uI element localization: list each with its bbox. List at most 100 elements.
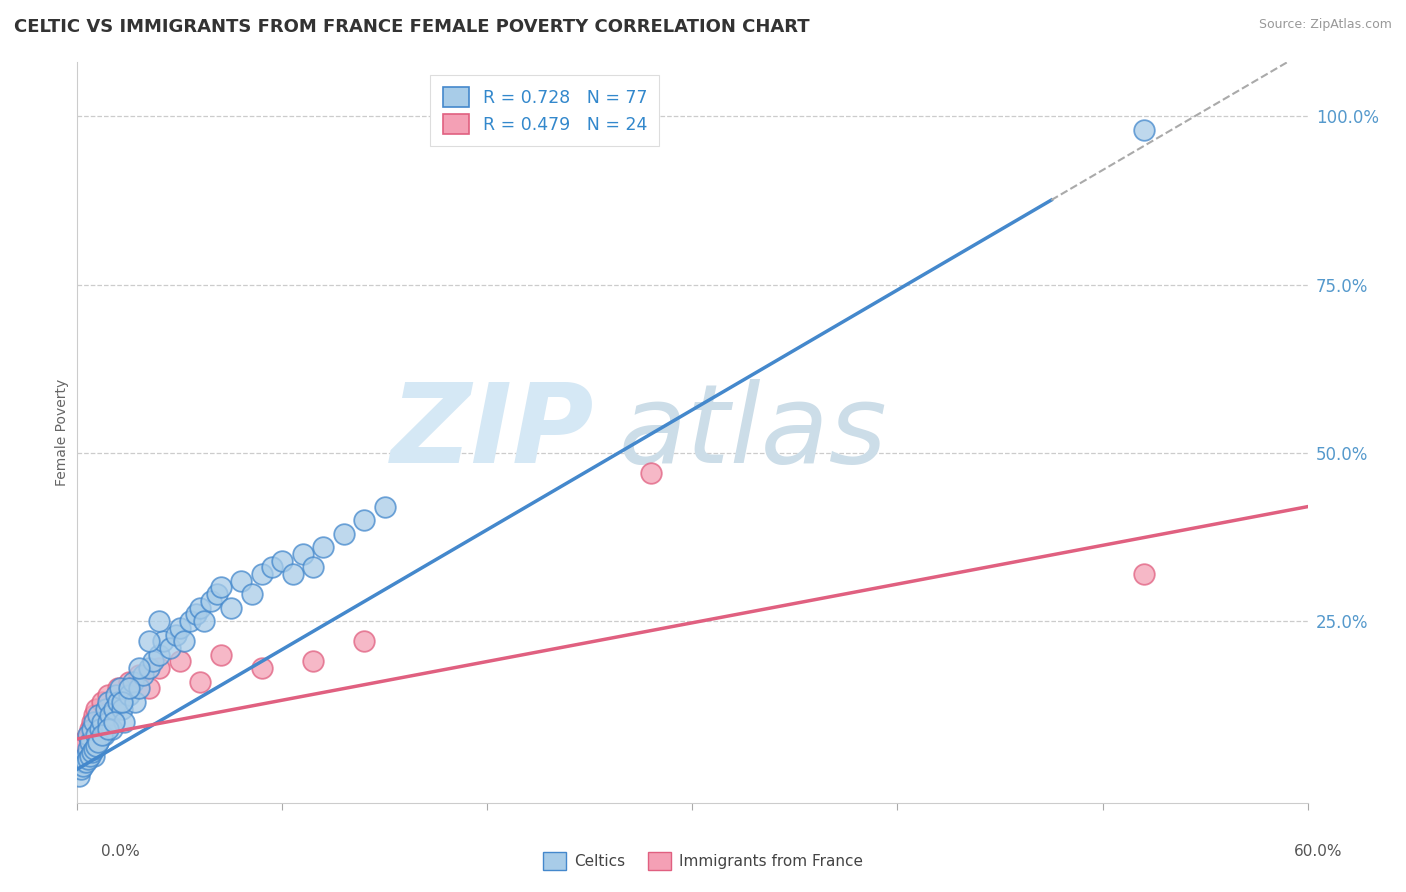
Point <box>79 735 101 749</box>
Point <box>138 634 160 648</box>
Point <box>72 756 94 770</box>
Point <box>128 668 150 682</box>
Point <box>79 722 101 736</box>
Point <box>79 748 101 763</box>
Point <box>132 668 155 682</box>
Point <box>80 745 103 759</box>
Point <box>302 560 325 574</box>
Point <box>97 714 120 729</box>
Point <box>250 661 273 675</box>
Point <box>1132 122 1154 136</box>
Point <box>87 735 110 749</box>
Point <box>124 695 146 709</box>
Point <box>173 634 195 648</box>
Point <box>111 695 134 709</box>
Point <box>72 758 94 772</box>
Point <box>152 634 174 648</box>
Point <box>291 547 314 561</box>
Point <box>169 621 191 635</box>
Point <box>67 742 90 756</box>
Point <box>83 748 105 763</box>
Point <box>80 714 103 729</box>
Point <box>94 701 117 715</box>
Point <box>159 640 181 655</box>
Point <box>76 742 98 756</box>
Text: CELTIC VS IMMIGRANTS FROM FRANCE FEMALE POVERTY CORRELATION CHART: CELTIC VS IMMIGRANTS FROM FRANCE FEMALE … <box>14 18 810 36</box>
Point <box>117 681 139 696</box>
Point <box>138 661 160 675</box>
Point <box>188 600 212 615</box>
Point <box>89 722 111 736</box>
Point <box>87 735 110 749</box>
Point <box>87 714 110 729</box>
Point <box>186 607 208 622</box>
Point <box>110 681 132 696</box>
Point <box>93 729 115 743</box>
Point <box>209 648 232 662</box>
Point <box>84 729 107 743</box>
Point <box>97 722 120 736</box>
Point <box>103 701 125 715</box>
Text: 60.0%: 60.0% <box>1295 845 1343 859</box>
Point <box>374 500 396 514</box>
Point <box>83 742 105 756</box>
Point <box>312 540 335 554</box>
Point <box>90 714 114 729</box>
Point <box>250 566 273 581</box>
Point <box>193 614 215 628</box>
Point <box>128 681 150 696</box>
Point <box>83 708 105 723</box>
Point <box>84 739 107 753</box>
Point <box>97 695 120 709</box>
Point <box>188 674 212 689</box>
Point <box>231 574 253 588</box>
Point <box>148 648 170 662</box>
Point <box>169 655 191 669</box>
Point <box>84 701 107 715</box>
Point <box>114 714 136 729</box>
Point <box>205 587 228 601</box>
Point <box>142 655 165 669</box>
Point <box>76 729 98 743</box>
Point <box>83 714 105 729</box>
Text: Source: ZipAtlas.com: Source: ZipAtlas.com <box>1258 18 1392 31</box>
Point <box>240 587 263 601</box>
Point <box>1132 566 1154 581</box>
Point <box>105 688 128 702</box>
Point <box>179 614 201 628</box>
Point <box>76 752 98 766</box>
Point <box>90 695 114 709</box>
Y-axis label: Female Poverty: Female Poverty <box>55 379 69 486</box>
Text: 0.0%: 0.0% <box>101 845 141 859</box>
Text: ZIP: ZIP <box>391 379 595 486</box>
Point <box>70 762 93 776</box>
Point <box>90 729 114 743</box>
Point <box>121 674 143 689</box>
Point <box>353 634 375 648</box>
Point <box>103 714 125 729</box>
Point <box>148 661 170 675</box>
Point <box>262 560 284 574</box>
Legend: R = 0.728   N = 77, R = 0.479   N = 24: R = 0.728 N = 77, R = 0.479 N = 24 <box>430 75 659 146</box>
Point <box>101 722 124 736</box>
Point <box>67 769 90 783</box>
Point <box>148 614 170 628</box>
Legend: Celtics, Immigrants from France: Celtics, Immigrants from France <box>537 846 869 876</box>
Point <box>333 526 356 541</box>
Point <box>117 674 139 689</box>
Point <box>75 756 97 770</box>
Point <box>200 594 222 608</box>
Point <box>138 681 160 696</box>
Point <box>302 655 325 669</box>
Point <box>107 681 129 696</box>
Point <box>72 735 94 749</box>
Point <box>97 688 120 702</box>
Point <box>128 661 150 675</box>
Point <box>107 695 129 709</box>
Point <box>281 566 304 581</box>
Point <box>219 600 242 615</box>
Point <box>75 748 97 763</box>
Point <box>80 722 103 736</box>
Point <box>640 466 662 480</box>
Point <box>209 581 232 595</box>
